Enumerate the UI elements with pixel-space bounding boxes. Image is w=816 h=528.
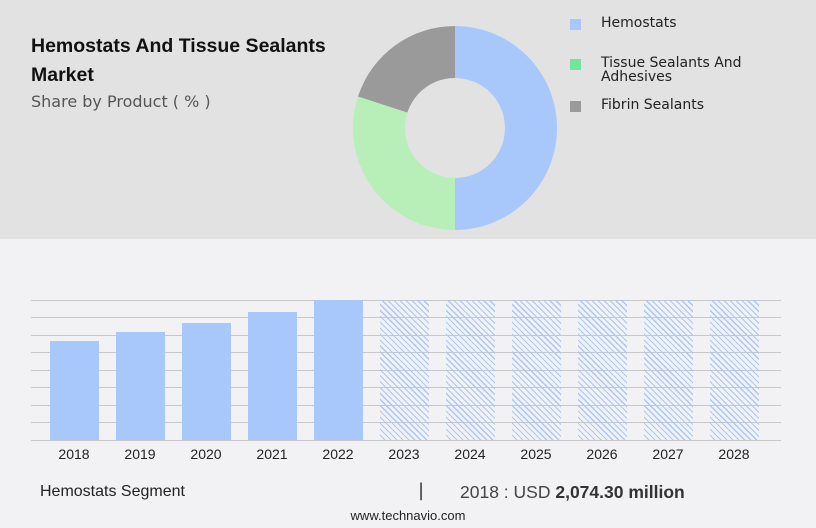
footer-separator: | (418, 480, 425, 501)
donut-slice-fibrin-sealants (358, 26, 455, 113)
donut-slice-tissue-sealants (353, 96, 455, 230)
baseline (31, 440, 781, 441)
legend-item-fibrin-sealants: Fibrin Sealants (570, 96, 810, 112)
bar-2022 (314, 300, 363, 440)
x-tick-label: 2021 (256, 446, 288, 462)
x-tick-label: 2026 (586, 446, 618, 462)
x-tick-label: 2025 (520, 446, 552, 462)
legend-label: Hemostats (601, 15, 677, 31)
bar-chart: 2018 2019 2020 2021 2022 2023 2024 2025 … (0, 290, 816, 470)
bar-2024-forecast (446, 300, 495, 440)
x-tick-label: 2022 (322, 446, 354, 462)
bar-2025-forecast (512, 300, 561, 440)
value-amount: 2,074.30 million (555, 482, 685, 502)
legend-item-tissue-sealants: Tissue Sealants And Adhesives (570, 54, 810, 84)
bar-2018 (50, 341, 99, 440)
source-url: www.technavio.com (350, 508, 466, 523)
bar-2027-forecast (644, 300, 693, 440)
bar-2023-forecast (380, 300, 429, 440)
bar-2020 (182, 323, 231, 440)
chart-subtitle: Share by Product ( % ) (31, 92, 211, 111)
bar-2021 (248, 312, 297, 440)
x-tick-label: 2019 (124, 446, 156, 462)
legend-swatch-icon (570, 101, 581, 112)
x-tick-label: 2024 (454, 446, 486, 462)
chart-title: Hemostats And Tissue Sealants Market (31, 35, 326, 86)
x-tick-label: 2027 (652, 446, 684, 462)
bar-2028-forecast (710, 300, 759, 440)
bar-2026-forecast (578, 300, 627, 440)
legend-label: Fibrin Sealants (601, 97, 704, 113)
x-tick-label: 2023 (388, 446, 420, 462)
legend-item-hemostats: Hemostats (570, 14, 810, 30)
donut-chart (353, 26, 557, 230)
segment-value: 2018 : USD 2,074.30 million (460, 482, 685, 503)
segment-label: Hemostats Segment (40, 483, 185, 500)
legend-label: Tissue Sealants And Adhesives (601, 55, 742, 85)
donut-slice-hemostats (455, 26, 557, 230)
x-tick-label: 2020 (190, 446, 222, 462)
bar-2019 (116, 332, 165, 440)
legend-swatch-icon (570, 19, 581, 30)
value-prefix: 2018 : USD (460, 482, 551, 502)
x-tick-label: 2028 (718, 446, 750, 462)
x-tick-label: 2018 (58, 446, 90, 462)
legend-swatch-icon (570, 59, 581, 70)
